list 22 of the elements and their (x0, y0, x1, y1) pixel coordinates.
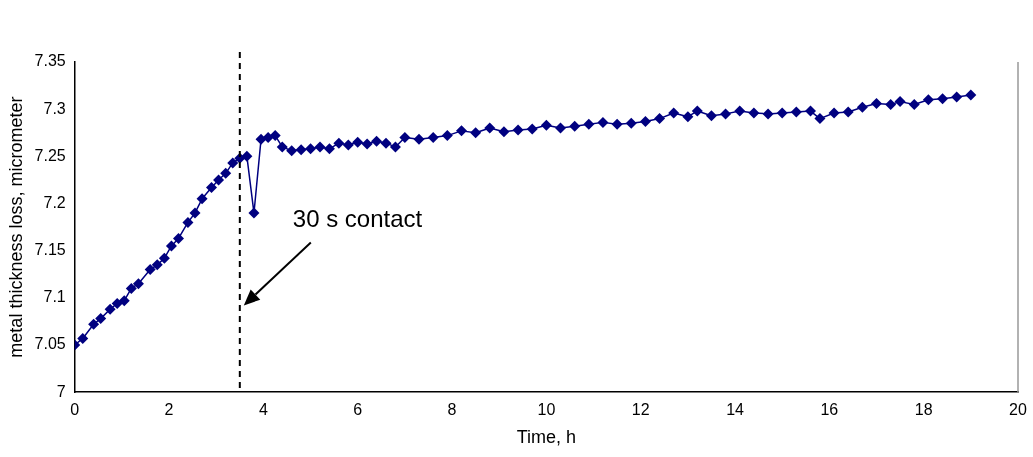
x-tick-label: 2 (164, 401, 174, 419)
x-tick-label: 4 (258, 401, 268, 419)
ref-line-label: 30 s contact (292, 205, 423, 233)
x-tick-label: 6 (353, 401, 363, 419)
x-tick-label: 0 (70, 401, 80, 419)
y-tick-label: 7.25 (34, 146, 66, 164)
x-tick-label: 12 (631, 401, 650, 419)
y-tick-label: 7.3 (43, 99, 66, 117)
x-tick-label: 10 (537, 401, 556, 419)
y-tick-label: 7.35 (34, 52, 66, 70)
y-axis-title: metal thickness loss, micrometer (5, 96, 26, 358)
x-tick-label: 14 (726, 401, 745, 419)
x-tick-label: 20 (1009, 401, 1027, 419)
y-tick-label: 7.15 (34, 241, 66, 259)
y-tick-label: 7.1 (43, 288, 66, 306)
y-tick-label: 7.2 (43, 193, 66, 211)
x-tick-label: 18 (914, 401, 933, 419)
x-tick-label: 8 (447, 401, 457, 419)
x-axis-title: Time, h (516, 427, 577, 448)
y-tick-label: 7.05 (34, 335, 66, 353)
x-tick-label: 16 (820, 401, 839, 419)
y-tick-label: 7 (56, 382, 66, 400)
